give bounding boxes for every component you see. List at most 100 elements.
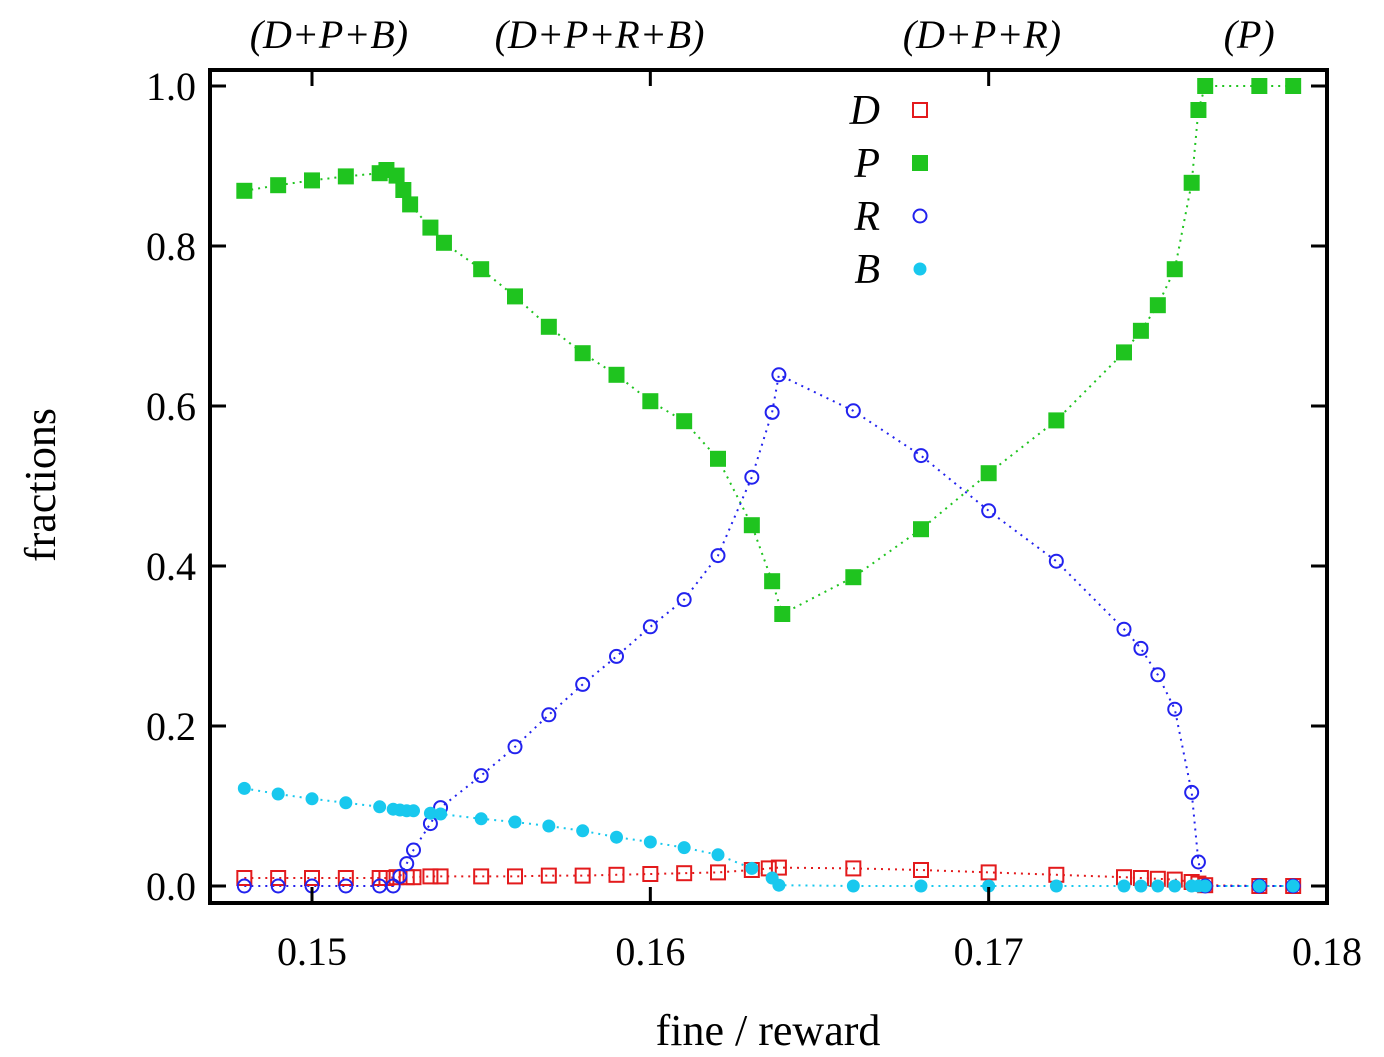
data-point-B bbox=[1252, 879, 1266, 893]
phase-label: (D+P+B) bbox=[250, 12, 408, 57]
data-point-P bbox=[337, 168, 354, 185]
plot-area bbox=[236, 78, 1302, 894]
data-point-P bbox=[1132, 322, 1149, 339]
data-point-B bbox=[914, 879, 928, 893]
data-point-B bbox=[434, 807, 448, 821]
data-point-B bbox=[237, 781, 251, 795]
data-point-D bbox=[642, 866, 659, 882]
axes: 0.0 0.2 0.4 0.6 0.8 1.0 0.15 0.16 0.17 0.18 bbox=[146, 64, 1362, 974]
data-point-D bbox=[422, 868, 439, 885]
data-point-B bbox=[711, 848, 725, 862]
data-point-P bbox=[642, 393, 659, 410]
data-point-R bbox=[771, 367, 787, 383]
data-point-B bbox=[677, 841, 691, 855]
data-point-B bbox=[982, 879, 996, 893]
data-point-D bbox=[845, 860, 862, 877]
legend-marker-B bbox=[913, 262, 927, 276]
data-point-R bbox=[575, 676, 591, 692]
data-point-D bbox=[337, 870, 354, 886]
data-point-B bbox=[305, 792, 319, 806]
legend-label-B: B bbox=[854, 247, 880, 293]
data-point-R bbox=[710, 548, 726, 564]
data-point-D bbox=[432, 868, 449, 885]
x-axis-title: fine / reward bbox=[656, 1006, 881, 1055]
data-point-P bbox=[774, 606, 791, 622]
data-point-P bbox=[710, 450, 726, 467]
data-point-R bbox=[744, 469, 760, 485]
data-point-B bbox=[643, 835, 657, 849]
data-point-B bbox=[474, 812, 488, 826]
data-point-B bbox=[1286, 879, 1300, 893]
data-point-R bbox=[913, 448, 929, 464]
plot-frame bbox=[208, 68, 1329, 905]
data-point-B bbox=[339, 796, 353, 810]
data-point-B bbox=[542, 819, 556, 833]
y-tick-label: 1.0 bbox=[146, 64, 196, 109]
data-point-P bbox=[435, 234, 452, 251]
data-point-R bbox=[507, 739, 523, 755]
legend-label-P: P bbox=[853, 141, 880, 187]
data-point-D bbox=[507, 868, 523, 885]
legend-marker-D bbox=[912, 102, 928, 118]
data-point-P bbox=[608, 366, 625, 383]
data-point-P bbox=[395, 182, 412, 198]
x-tick-label: 0.17 bbox=[954, 929, 1024, 974]
legend-label-R: R bbox=[853, 194, 880, 240]
data-point-R bbox=[676, 592, 692, 608]
y-tick-label: 0.4 bbox=[146, 544, 196, 589]
phase-label: (D+P+R) bbox=[903, 12, 1061, 57]
data-point-R bbox=[609, 648, 624, 664]
data-point-R bbox=[1184, 784, 1200, 800]
y-tick-label: 0.6 bbox=[146, 384, 196, 429]
data-point-P bbox=[1197, 78, 1214, 94]
data-point-P bbox=[236, 182, 253, 199]
data-point-R bbox=[1048, 553, 1064, 569]
data-point-D bbox=[980, 864, 997, 881]
data-point-B bbox=[1117, 879, 1131, 893]
data-point-R bbox=[473, 768, 489, 784]
data-point-D bbox=[913, 862, 929, 878]
data-point-R bbox=[1150, 667, 1166, 683]
y-tick-label: 0.2 bbox=[146, 704, 196, 749]
data-point-P bbox=[388, 167, 405, 184]
legend-marker-R bbox=[912, 208, 928, 224]
phase-label: (D+P+R+B) bbox=[495, 12, 705, 57]
data-point-R bbox=[236, 878, 252, 894]
data-point-P bbox=[1251, 78, 1268, 94]
data-point-D bbox=[770, 859, 787, 876]
data-point-P bbox=[473, 261, 490, 278]
data-point-D bbox=[540, 867, 557, 884]
phase-label: (P) bbox=[1224, 12, 1275, 57]
data-point-B bbox=[1168, 879, 1182, 893]
data-point-B bbox=[373, 800, 387, 814]
data-point-R bbox=[845, 403, 861, 419]
data-point-P bbox=[402, 196, 419, 213]
data-point-R bbox=[1133, 640, 1149, 656]
data-point-R bbox=[541, 707, 557, 723]
data-point-R bbox=[981, 503, 997, 519]
data-point-P bbox=[1048, 412, 1065, 429]
data-point-R bbox=[406, 842, 421, 858]
data-point-D bbox=[304, 870, 320, 886]
data-point-P bbox=[540, 318, 557, 335]
data-point-R bbox=[764, 404, 780, 420]
data-point-B bbox=[610, 830, 623, 844]
data-point-P bbox=[845, 569, 862, 586]
data-point-B bbox=[772, 878, 786, 892]
data-point-P bbox=[574, 345, 591, 362]
y-axis-title: fractions bbox=[16, 408, 65, 562]
series-line-P bbox=[244, 85, 1294, 616]
data-point-P bbox=[980, 465, 997, 482]
data-point-B bbox=[508, 815, 522, 829]
data-point-P bbox=[1149, 297, 1166, 314]
data-point-P bbox=[913, 521, 929, 538]
data-point-D bbox=[473, 868, 490, 885]
data-point-R bbox=[1190, 854, 1206, 870]
data-point-B bbox=[1198, 879, 1212, 893]
x-tick-label: 0.16 bbox=[615, 929, 685, 974]
data-point-P bbox=[1116, 344, 1132, 361]
data-point-B bbox=[1049, 879, 1063, 893]
data-point-R bbox=[270, 878, 286, 894]
data-point-P bbox=[1166, 261, 1183, 278]
